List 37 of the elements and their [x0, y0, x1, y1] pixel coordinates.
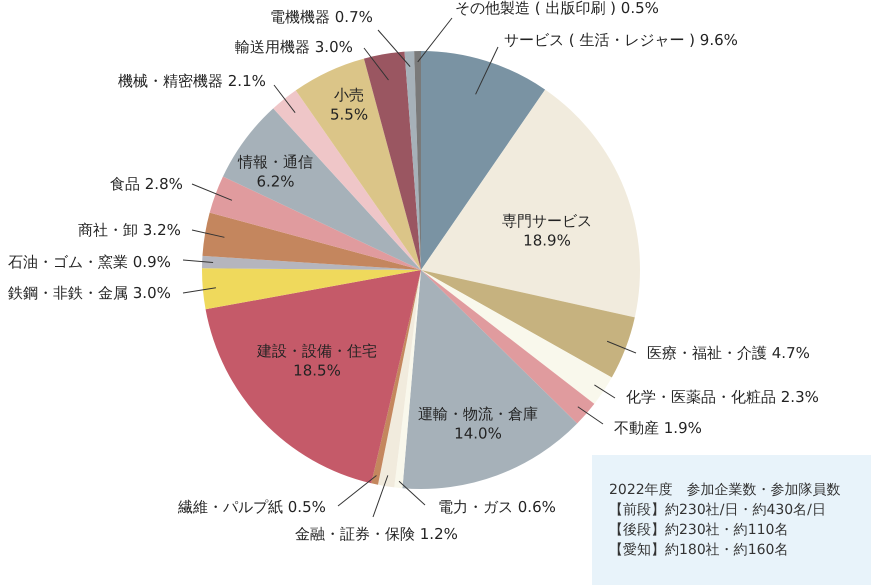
- text: 【愛知】約180社・約160名: [609, 542, 788, 558]
- pie-slice: [202, 212, 421, 270]
- slice-label: 鉄鋼・非鉄・金属 3.0%: [8, 284, 171, 302]
- slice-label: 石油・ゴム・窯業 0.9%: [8, 253, 171, 271]
- slice-label: 運輸・物流・倉庫: [418, 405, 538, 423]
- slice-label: 食品 2.8%: [110, 175, 183, 193]
- slice-label: 専門サービス: [502, 212, 592, 230]
- pie-slice: [202, 268, 421, 310]
- data-label: 6.2%: [256, 172, 295, 190]
- pie-slice: [222, 108, 421, 270]
- slice-label: 機械・精密機器 2.1%: [118, 72, 266, 90]
- data-label: 18.9%: [523, 232, 571, 250]
- slice-label: 商社・卸 3.2%: [78, 221, 181, 239]
- text: 【前段】約230社/日・約430名/日: [609, 502, 826, 518]
- slice-label: サービス ( 生活・レジャー ) 9.6%: [504, 31, 738, 49]
- data-label: 18.5%: [293, 362, 341, 380]
- pie-slice: [421, 270, 635, 378]
- slice-label: 不動産 1.9%: [614, 419, 702, 437]
- slice-label: 建設・設備・住宅: [256, 342, 377, 360]
- pie-slice: [421, 90, 640, 318]
- slice-label: 輸送用機器 3.0%: [235, 38, 353, 56]
- pie-slice: [402, 270, 578, 489]
- slice-label: 金融・証券・保険 1.2%: [295, 525, 458, 543]
- slice-label: 小売: [334, 86, 364, 104]
- text: 2022年度 参加企業数・参加隊員数: [609, 482, 841, 498]
- slice-label: 電機機器 0.7%: [270, 8, 373, 26]
- text: 【後段】約230社・約110名: [609, 522, 788, 538]
- slice-label: 情報・通信: [237, 153, 313, 171]
- slice-label: 化学・医薬品・化粧品 2.3%: [626, 388, 819, 406]
- slice-label: その他製造 ( 出版印刷 ) 0.5%: [455, 0, 659, 17]
- data-label: 14.0%: [454, 424, 502, 442]
- pie-slice: [210, 176, 421, 270]
- slice-label: 電力・ガス 0.6%: [438, 498, 556, 516]
- pie-slice: [421, 270, 612, 404]
- slice-label: 医療・福祉・介護 4.7%: [647, 344, 810, 362]
- slice-label: 繊維・パルプ紙 0.5%: [177, 498, 326, 516]
- data-label: 5.5%: [330, 106, 368, 124]
